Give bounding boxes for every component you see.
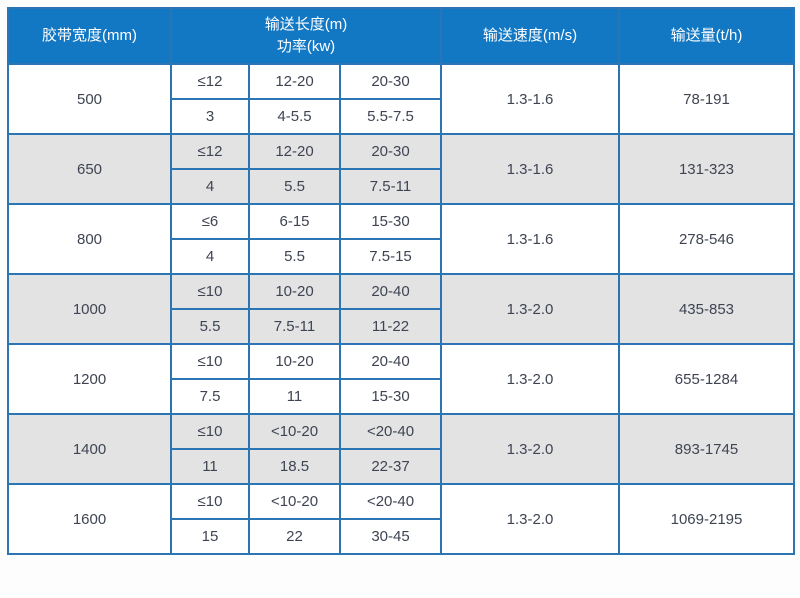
- length-cell: ≤10: [170, 273, 250, 310]
- power-cell: 18.5: [248, 448, 341, 485]
- power-cell: 3: [170, 98, 250, 135]
- power-cell: 5.5: [248, 168, 341, 205]
- table-row-powers: 15 22 30-45: [8, 518, 794, 555]
- speed-cell: 1.3-1.6: [440, 63, 620, 135]
- length-cell: 6-15: [248, 203, 341, 240]
- length-cell: 20-30: [339, 63, 442, 100]
- header-row: 胶带宽度(mm) 输送长度(m) 功率(kw) 输送速度(m/s) 输送量(t/…: [7, 7, 795, 65]
- capacity-cell: 1069-2195: [618, 483, 795, 555]
- length-cell: 10-20: [248, 273, 341, 310]
- table-row-lengths: 1400 ≤10 <10-20 <20-40 1.3-2.0 893-1745: [7, 413, 795, 485]
- power-cell: 5.5-7.5: [339, 98, 442, 135]
- belt-width-cell: 1000: [7, 273, 172, 345]
- speed-cell: 1.3-2.0: [440, 483, 620, 555]
- capacity-cell: 435-853: [618, 273, 795, 345]
- power-cell: 11: [170, 448, 250, 485]
- table-row-powers: 7.5 11 15-30: [8, 378, 794, 415]
- length-cell: ≤10: [170, 413, 250, 450]
- header-capacity: 输送量(t/h): [618, 7, 795, 65]
- table-row-powers: 5.5 7.5-11 11-22: [8, 308, 794, 345]
- table-row-powers: 3 4-5.5 5.5-7.5: [8, 98, 794, 135]
- table-row-lengths: 1000 ≤10 10-20 20-40 1.3-2.0 435-853: [7, 273, 795, 345]
- power-cell: 15: [170, 518, 250, 555]
- header-power-line: 功率(kw): [276, 38, 336, 55]
- capacity-cell: 78-191: [618, 63, 795, 135]
- power-cell: 7.5-15: [339, 238, 442, 275]
- speed-cell: 1.3-2.0: [440, 273, 620, 345]
- capacity-cell: 893-1745: [618, 413, 795, 485]
- power-cell: 22-37: [339, 448, 442, 485]
- belt-width-cell: 500: [7, 63, 172, 135]
- power-cell: 7.5: [170, 378, 250, 415]
- power-cell: 11-22: [339, 308, 442, 345]
- belt-width-cell: 650: [7, 133, 172, 205]
- header-belt-width: 胶带宽度(mm): [7, 7, 172, 65]
- power-cell: 5.5: [170, 308, 250, 345]
- length-cell: <10-20: [248, 413, 341, 450]
- table-row-lengths: 1600 ≤10 <10-20 <20-40 1.3-2.0 1069-2195: [7, 483, 795, 555]
- power-cell: 30-45: [339, 518, 442, 555]
- length-cell: ≤12: [170, 63, 250, 100]
- length-cell: ≤10: [170, 343, 250, 380]
- table-body: 500 ≤12 12-20 20-30 1.3-1.6 78-191 3 4-5.5 5.5-7…: [7, 63, 795, 555]
- speed-cell: 1.3-2.0: [440, 343, 620, 415]
- speed-cell: 1.3-1.6: [440, 203, 620, 275]
- table-row-lengths: 1200 ≤10 10-20 20-40 1.3-2.0 655-1284: [7, 343, 795, 415]
- capacity-cell: 655-1284: [618, 343, 795, 415]
- power-cell: 5.5: [248, 238, 341, 275]
- length-cell: 10-20: [248, 343, 341, 380]
- length-cell: 15-30: [339, 203, 442, 240]
- power-cell: 22: [248, 518, 341, 555]
- length-cell: ≤12: [170, 133, 250, 170]
- capacity-cell: 131-323: [618, 133, 795, 205]
- header-length-line: 输送长度(m): [264, 15, 348, 33]
- table-row-powers: 4 5.5 7.5-15: [8, 238, 794, 275]
- length-cell: 20-40: [339, 343, 442, 380]
- header-length-power: 输送长度(m) 功率(kw): [170, 7, 442, 65]
- speed-cell: 1.3-2.0: [440, 413, 620, 485]
- length-cell: <20-40: [339, 483, 442, 520]
- table-row-powers: 4 5.5 7.5-11: [8, 168, 794, 205]
- table-row-powers: 11 18.5 22-37: [8, 448, 794, 485]
- belt-width-cell: 1200: [7, 343, 172, 415]
- speed-cell: 1.3-1.6: [440, 133, 620, 205]
- belt-width-cell: 1400: [7, 413, 172, 485]
- power-cell: 4: [170, 238, 250, 275]
- conveyor-spec-table: 胶带宽度(mm) 输送长度(m) 功率(kw) 输送速度(m/s) 输送量(t/…: [7, 7, 795, 555]
- table-row-lengths: 500 ≤12 12-20 20-30 1.3-1.6 78-191: [7, 63, 795, 135]
- table-row-lengths: 800 ≤6 6-15 15-30 1.3-1.6 278-546: [7, 203, 795, 275]
- capacity-cell: 278-546: [618, 203, 795, 275]
- length-cell: ≤6: [170, 203, 250, 240]
- power-cell: 4: [170, 168, 250, 205]
- table-row-lengths: 650 ≤12 12-20 20-30 1.3-1.6 131-323: [7, 133, 795, 205]
- power-cell: 15-30: [339, 378, 442, 415]
- length-cell: 20-40: [339, 273, 442, 310]
- power-cell: 7.5-11: [339, 168, 442, 205]
- header-speed: 输送速度(m/s): [440, 7, 620, 65]
- length-cell: 12-20: [248, 133, 341, 170]
- length-cell: <20-40: [339, 413, 442, 450]
- power-cell: 7.5-11: [248, 308, 341, 345]
- belt-width-cell: 1600: [7, 483, 172, 555]
- length-cell: 12-20: [248, 63, 341, 100]
- length-cell: <10-20: [248, 483, 341, 520]
- length-cell: ≤10: [170, 483, 250, 520]
- belt-width-cell: 800: [7, 203, 172, 275]
- length-cell: 20-30: [339, 133, 442, 170]
- power-cell: 11: [248, 378, 341, 415]
- power-cell: 4-5.5: [248, 98, 341, 135]
